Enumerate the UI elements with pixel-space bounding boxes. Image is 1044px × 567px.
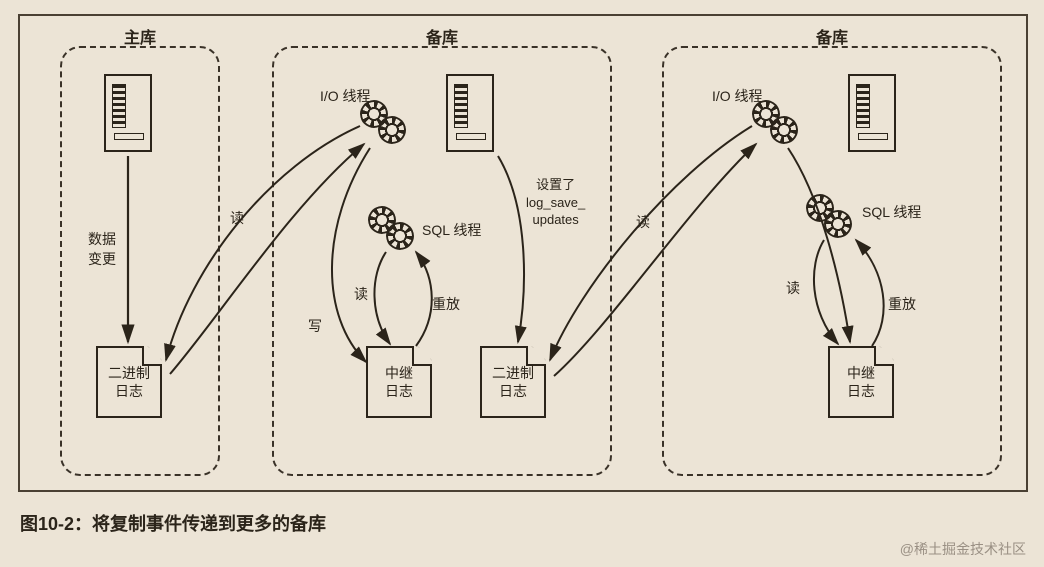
- text: 数据变更: [88, 231, 116, 267]
- doc-relaylog-s1: 中继日志: [366, 346, 432, 418]
- doc-label: 中继日志: [847, 364, 875, 400]
- server-icon: [104, 74, 152, 152]
- gears-icon: [368, 206, 418, 250]
- text: 设置了log_save_updates: [526, 177, 585, 227]
- edge-label: 读: [230, 208, 244, 228]
- edge-label: SQL 线程: [862, 202, 921, 222]
- server-icon: [848, 74, 896, 152]
- gears-icon: [806, 194, 856, 238]
- figure-caption: 图10-2：将复制事件传递到更多的备库: [20, 510, 326, 536]
- gears-icon: [360, 100, 410, 144]
- doc-binlog-master: 二进制日志: [96, 346, 162, 418]
- edge-label: 重放: [888, 294, 916, 314]
- group-label-master: 主库: [62, 24, 218, 48]
- edge-label: SQL 线程: [422, 220, 481, 240]
- diagram-frame: 主库 备库 备库 二进制日志 中继日志 二进制日志 中继日志 I/O 线程 SQ: [18, 14, 1028, 492]
- edge-label: 读: [786, 278, 800, 298]
- group-standby1: 备库: [272, 46, 612, 476]
- doc-label: 二进制日志: [492, 364, 534, 400]
- group-label-standby1: 备库: [274, 24, 610, 48]
- doc-label: 中继日志: [385, 364, 413, 400]
- edge-label: 写: [308, 316, 322, 336]
- edge-label: 设置了log_save_updates: [526, 176, 585, 229]
- edge-label: 读: [354, 284, 368, 304]
- watermark-text: @稀土掘金技术社区: [900, 539, 1026, 559]
- server-icon: [446, 74, 494, 152]
- edge-label: I/O 线程: [712, 86, 763, 106]
- edge-label: I/O 线程: [320, 86, 371, 106]
- edge-label: 读: [636, 212, 650, 232]
- group-label-standby2: 备库: [664, 24, 1000, 48]
- edge-label: 重放: [432, 294, 460, 314]
- edge-label: 数据变更: [88, 230, 116, 269]
- doc-relaylog-s2: 中继日志: [828, 346, 894, 418]
- doc-label: 二进制日志: [108, 364, 150, 400]
- doc-binlog-s1: 二进制日志: [480, 346, 546, 418]
- gears-icon: [752, 100, 802, 144]
